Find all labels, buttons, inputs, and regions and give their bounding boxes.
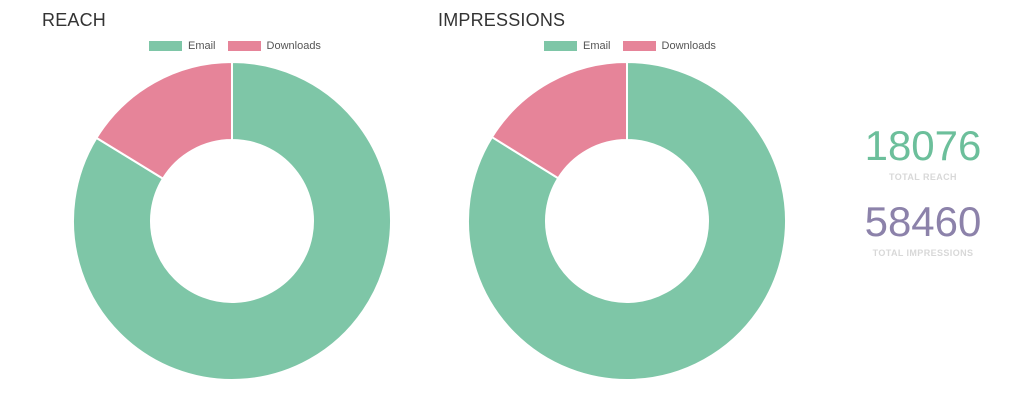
reach-chart-title: REACH — [42, 10, 107, 30]
legend-item-email[interactable]: Email — [544, 40, 611, 52]
impressions-donut-chart — [467, 60, 787, 381]
legend-label-email: Email — [583, 40, 611, 52]
total-impressions-value: 58460 — [864, 198, 982, 245]
impressions-legend: Email Downloads — [544, 40, 728, 52]
total-impressions-label: TOTAL IMPRESSIONS — [872, 248, 974, 258]
legend-item-downloads[interactable]: Downloads — [622, 40, 716, 52]
email-swatch — [544, 41, 577, 51]
legend-item-email[interactable]: Email — [149, 40, 216, 52]
reach-legend: Email Downloads — [149, 40, 333, 52]
total-reach-label: TOTAL REACH — [889, 172, 957, 182]
legend-label-email: Email — [188, 40, 216, 52]
reach-chart-panel: REACH Email Downloads — [0, 0, 420, 404]
total-reach-block: 18076 TOTAL REACH — [838, 122, 1008, 182]
impressions-chart-title: IMPRESSIONS — [438, 10, 566, 30]
legend-item-downloads[interactable]: Downloads — [227, 40, 321, 52]
totals-panel: 18076 TOTAL REACH 58460 TOTAL IMPRESSION… — [838, 0, 1008, 404]
legend-label-downloads: Downloads — [266, 40, 321, 52]
legend-label-downloads: Downloads — [661, 40, 716, 52]
email-swatch — [149, 41, 182, 51]
total-reach-value: 18076 — [864, 122, 982, 169]
reach-donut-chart — [72, 60, 392, 381]
slice-downloads[interactable] — [95, 60, 233, 181]
slice-email[interactable] — [467, 60, 787, 381]
slice-downloads[interactable] — [490, 60, 628, 180]
impressions-chart-panel: IMPRESSIONS Email Downloads — [400, 0, 820, 404]
slice-email[interactable] — [72, 60, 392, 381]
downloads-swatch — [622, 41, 656, 51]
total-impressions-block: 58460 TOTAL IMPRESSIONS — [838, 198, 1008, 258]
downloads-swatch — [227, 41, 261, 51]
